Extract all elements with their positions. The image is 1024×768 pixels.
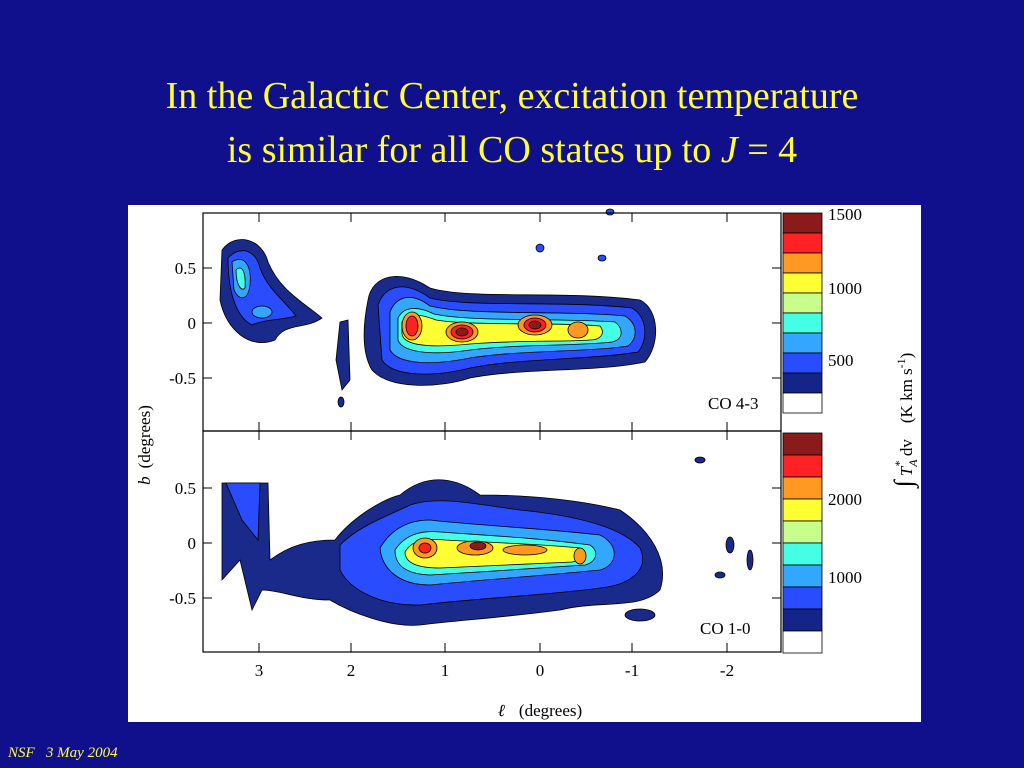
- bottom-panel-frame: [202, 430, 782, 653]
- x-tick-label: 0: [536, 661, 545, 680]
- y-tick-label: 0.5: [175, 259, 196, 278]
- y-tick-label: -0.5: [169, 589, 196, 608]
- colorbar-tick-label: 1000: [828, 279, 862, 298]
- colorbar-cell: [782, 292, 823, 314]
- colorbars: [782, 212, 823, 654]
- colorbar-cell: [782, 432, 823, 456]
- label-part: (degrees): [135, 405, 154, 468]
- colorbar-cell: [782, 542, 823, 566]
- figure-labels: 3 2 1 0 -1 -2 0.5 0 -0.5 0.5 0 -0.5 1500 1000 500 2000 1…: [169, 205, 862, 680]
- colorbar-cell: [782, 564, 823, 588]
- colorbar-cell: [782, 252, 823, 274]
- colorbar-cell: [782, 212, 823, 234]
- y-tick-label: 0: [188, 534, 197, 553]
- footer: NSF 3 May 2004: [7, 745, 118, 761]
- colorbar-tick-label: 2000: [828, 490, 862, 509]
- panel-label: CO 1-0: [700, 619, 751, 638]
- x-tick-label: -1: [625, 661, 639, 680]
- colorbar-tick-label: 500: [828, 351, 854, 370]
- label-part: ∫: [889, 478, 919, 489]
- x-tick-label: -2: [720, 661, 734, 680]
- colorbar-cell: [782, 392, 823, 414]
- tick-marks: [203, 213, 781, 652]
- colorbar-cell: [782, 312, 823, 334]
- x-tick-label: 1: [441, 661, 450, 680]
- label-part: -1: [894, 358, 908, 368]
- y-axis-label: b (degrees): [135, 405, 154, 485]
- label-part: T: [897, 465, 916, 476]
- label-part: *: [892, 460, 906, 466]
- colorbar-cell: [782, 232, 823, 254]
- title-part: is similar for all CO states up to: [227, 129, 721, 171]
- y-tick-label: -0.5: [169, 369, 196, 388]
- colorbar-cell: [782, 520, 823, 544]
- label-part: A: [906, 459, 920, 468]
- y-tick-label: 0.5: [175, 479, 196, 498]
- colorbar-tick-label: 1000: [828, 568, 862, 587]
- colorbar-cell: [782, 454, 823, 478]
- colorbar-cell: [782, 352, 823, 374]
- colorbar-cell: [782, 476, 823, 500]
- panel-label: CO 4-3: [708, 394, 759, 413]
- title-line2: is similar for all CO states up to J = 4: [227, 129, 797, 171]
- label-part: dv: [897, 439, 916, 461]
- colorbar-cell: [782, 630, 823, 654]
- title-line1: In the Galactic Center, excitation tempe…: [166, 75, 859, 117]
- title-part: J: [721, 129, 740, 171]
- colorbar-cell: [782, 586, 823, 610]
- x-tick-label: 3: [255, 661, 264, 680]
- co10-map: [221, 456, 754, 626]
- label-part: ℓ: [498, 701, 505, 720]
- colorbar-cell: [782, 608, 823, 632]
- x-tick-label: 2: [347, 661, 356, 680]
- colorbar-cell: [782, 332, 823, 354]
- colorbar-cell: [782, 372, 823, 394]
- colorbar-cell: [782, 498, 823, 522]
- label-part: (degrees): [519, 701, 582, 720]
- label-part: (K km s: [897, 368, 916, 423]
- x-axis-label: ℓ (degrees): [498, 701, 582, 720]
- label-part: ): [897, 353, 916, 359]
- co43-map: [219, 208, 657, 408]
- y-tick-label: 0: [188, 314, 197, 333]
- title-part: = 4: [738, 129, 797, 171]
- label-part: b: [135, 476, 154, 485]
- colorbar-cell: [782, 272, 823, 294]
- colorbar-label: ∫ TA* dv (K km s-1): [889, 353, 920, 490]
- colorbar-tick-label: 1500: [828, 205, 862, 224]
